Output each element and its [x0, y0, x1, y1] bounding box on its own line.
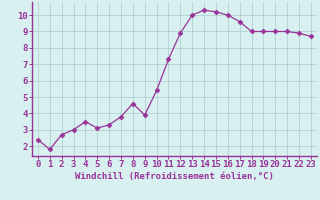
X-axis label: Windchill (Refroidissement éolien,°C): Windchill (Refroidissement éolien,°C): [75, 172, 274, 181]
